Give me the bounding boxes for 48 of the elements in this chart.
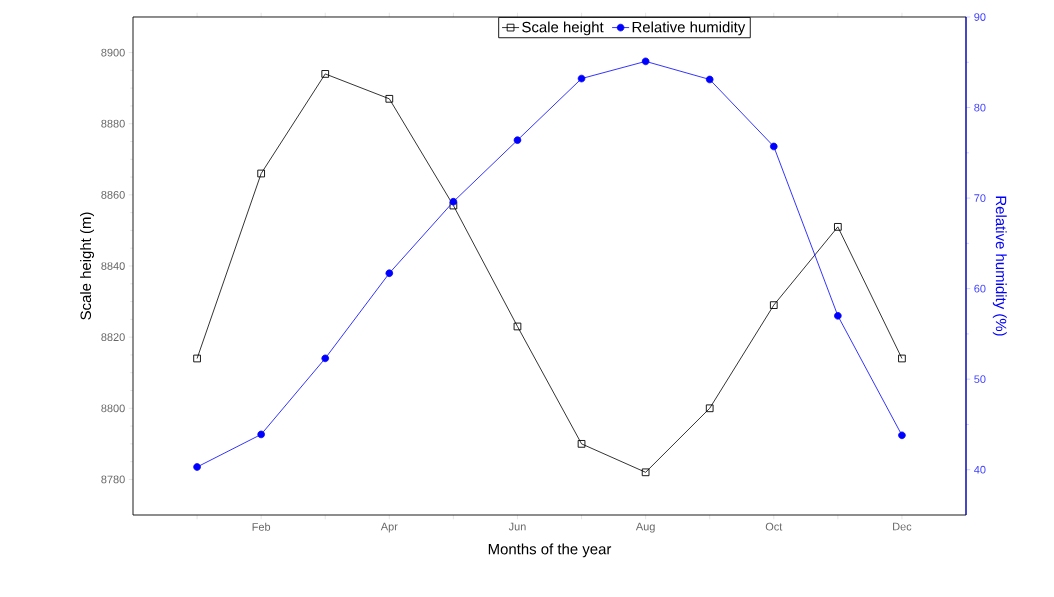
point: [513, 322, 522, 331]
point: [257, 169, 265, 178]
y2-tick-label: 90: [974, 13, 986, 21]
point: [513, 136, 522, 144]
point: [577, 440, 586, 448]
y-tick-label: 8840: [101, 262, 125, 270]
point: [385, 269, 394, 278]
point: [321, 70, 330, 78]
point: [449, 197, 458, 206]
point: [834, 223, 842, 231]
y-tick-label: 8780: [101, 475, 125, 484]
point: [834, 312, 842, 320]
y-tick-label: 8820: [101, 333, 125, 342]
x-tick-label: Aug: [635, 522, 655, 533]
x-axis-title: Months of the year: [488, 543, 612, 558]
point: [705, 75, 714, 84]
point: [385, 94, 394, 103]
y2-tick-label: 80: [974, 103, 986, 112]
point: [193, 463, 201, 471]
x-tick-label: Oct: [765, 522, 783, 531]
legend-label: Relative humidity: [632, 21, 746, 36]
y-tick-label: 8900: [101, 48, 125, 57]
point: [898, 431, 906, 440]
point: [577, 74, 586, 83]
legend-label: Scale height: [522, 21, 604, 36]
x-tick-label: Dec: [893, 522, 912, 531]
y-tick-label: 8800: [101, 404, 125, 413]
x-tick-label: Feb: [252, 522, 271, 531]
point: [769, 142, 778, 151]
y2-tick-label: 70: [974, 194, 986, 202]
y-tick-label: 8860: [101, 190, 125, 199]
point: [705, 404, 714, 413]
y-tick-label: 8880: [101, 119, 125, 128]
point: [193, 354, 201, 363]
x-tick-label: Apr: [380, 522, 398, 533]
point: [321, 354, 330, 363]
y-axis-title: Scale height (m): [80, 212, 94, 320]
x-tick-label: Jun: [508, 522, 526, 531]
y2-tick-label: 50: [974, 375, 986, 384]
y2-tick-label: 40: [974, 465, 986, 474]
point: [641, 468, 650, 477]
point: [641, 57, 650, 66]
point: [257, 430, 265, 439]
point: [898, 354, 906, 363]
point: [449, 201, 458, 210]
y2-axis-title: Relative humidity (%): [992, 196, 1007, 336]
y2-tick-label: 60: [974, 284, 986, 293]
point: [769, 301, 778, 309]
